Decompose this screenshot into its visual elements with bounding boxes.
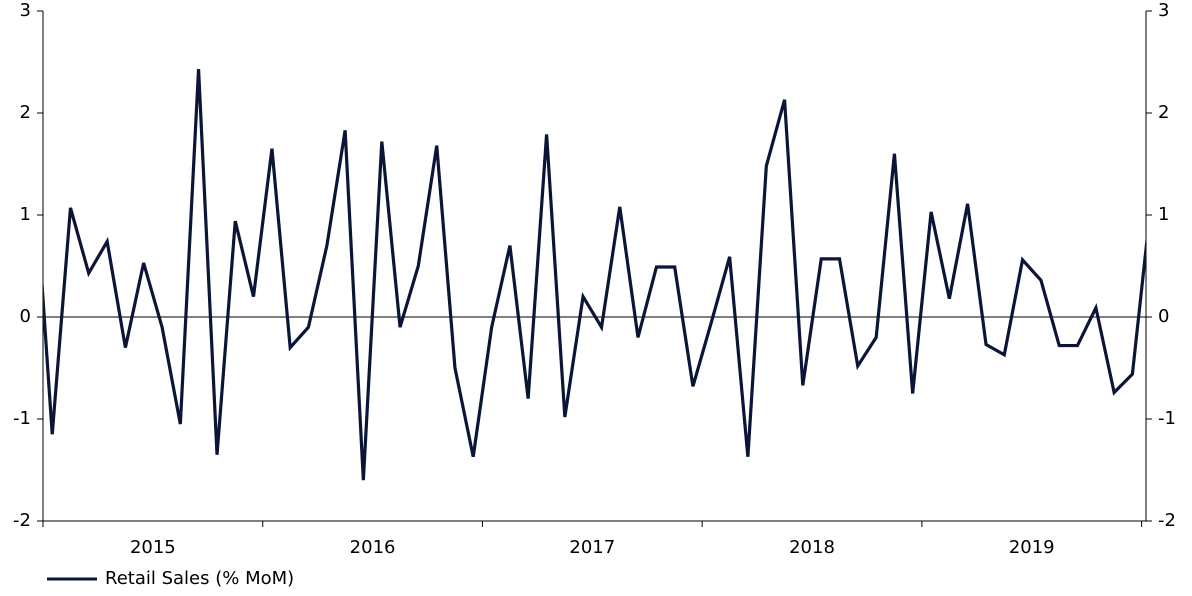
y-tick-label: 0 xyxy=(20,306,31,327)
y-tick-label: 2 xyxy=(20,102,31,123)
y2-tick-label: -2 xyxy=(1158,510,1176,531)
y-tick-label: -2 xyxy=(13,510,31,531)
data-line xyxy=(43,69,1146,481)
legend-label: Retail Sales (% MoM) xyxy=(105,568,294,589)
y-tick-label: 3 xyxy=(20,0,31,21)
x-tick-label: 2015 xyxy=(130,537,176,558)
y2-tick-label: -1 xyxy=(1158,408,1176,429)
y2-tick-label: 1 xyxy=(1158,204,1169,225)
x-tick-label: 2017 xyxy=(569,537,615,558)
y2-tick-label: 3 xyxy=(1158,0,1169,21)
y2-tick-label: 2 xyxy=(1158,102,1169,123)
x-tick-label: 2018 xyxy=(789,537,835,558)
y-tick-label: 1 xyxy=(20,204,31,225)
y-tick-label: -1 xyxy=(13,408,31,429)
y2-tick-label: 0 xyxy=(1158,306,1169,327)
x-tick-label: 2016 xyxy=(350,537,396,558)
x-tick-label: 2019 xyxy=(1009,537,1055,558)
